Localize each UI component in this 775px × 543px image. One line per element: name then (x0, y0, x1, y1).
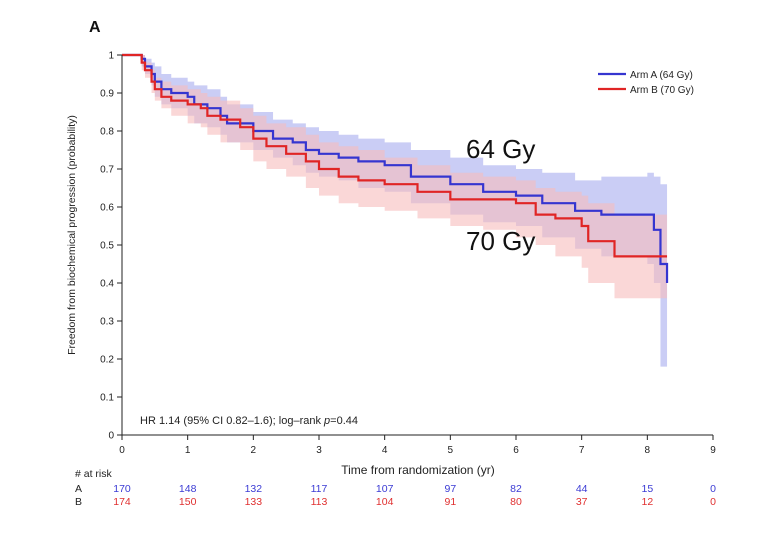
y-tick-label: 0 (108, 431, 114, 442)
legend-label-arm-b: Arm B (70 Gy) (630, 85, 694, 96)
stats-suffix: =0.44 (330, 415, 358, 427)
confidence-bands (122, 55, 668, 371)
y-tick-label: 0.9 (100, 89, 114, 100)
risk-value-a: 170 (113, 483, 131, 495)
y-tick-label: 1 (108, 51, 114, 62)
risk-value-a: 15 (641, 483, 653, 495)
x-tick-label: 8 (645, 445, 651, 456)
curve-arm-a (122, 53, 669, 283)
risk-value-a: 107 (376, 483, 394, 495)
y-axis-label: Freedom from biochemical progression (pr… (66, 115, 78, 355)
risk-value-a: 117 (311, 483, 328, 495)
risk-row-label-a: A (75, 483, 82, 495)
x-tick-label: 0 (119, 445, 125, 456)
risk-value-a: 148 (179, 483, 197, 495)
risk-value-b: 37 (576, 496, 588, 508)
risk-value-a: 97 (444, 483, 456, 495)
risk-value-a: 132 (245, 483, 263, 495)
x-tick-label: 7 (579, 445, 585, 456)
y-tick-label: 0.5 (100, 241, 114, 252)
stats-prefix: HR 1.14 (95% CI 0.82–1.6); log–rank (140, 415, 324, 427)
risk-value-a: 0 (710, 483, 716, 495)
risk-row-label-b: B (75, 496, 82, 508)
axes: 0 0.1 0.2 0.3 0.4 0.5 0.6 0.7 0.8 0.9 1 0 1 2 3 4 5 6 7 8 9 (100, 51, 716, 457)
risk-table-header: # at risk (75, 468, 113, 480)
risk-value-b: 104 (376, 496, 394, 508)
y-tick-label: 0.1 (100, 393, 114, 404)
y-tick-label: 0.3 (100, 317, 114, 328)
risk-value-a: 82 (510, 483, 522, 495)
x-tick-label: 5 (448, 445, 454, 456)
x-tick-label: 4 (382, 445, 388, 456)
x-axis-label: Time from randomization (yr) (341, 463, 495, 477)
risk-value-a: 44 (576, 483, 588, 495)
legend: Arm A (64 Gy) Arm B (70 Gy) (598, 70, 694, 96)
risk-value-b: 91 (444, 496, 456, 508)
risk-value-b: 113 (311, 496, 328, 508)
y-tick-label: 0.8 (100, 127, 114, 138)
y-tick-label: 0.2 (100, 355, 114, 366)
legend-label-arm-a: Arm A (64 Gy) (630, 70, 693, 81)
ci-band-arm-b (122, 55, 668, 299)
survival-curves (122, 53, 669, 283)
x-tick-label: 6 (513, 445, 519, 456)
annotation-arm-a-dose: 64 Gy (466, 134, 535, 164)
annotation-arm-b-dose: 70 Gy (466, 226, 535, 256)
y-tick-label: 0.7 (100, 165, 114, 176)
curve-arm-b (122, 53, 668, 258)
risk-value-b: 174 (113, 496, 131, 508)
y-tick-label: 0.6 (100, 203, 114, 214)
x-tick-label: 9 (710, 445, 716, 456)
x-tick-label: 1 (185, 445, 191, 456)
panel-label: A (89, 19, 101, 36)
risk-value-b: 80 (510, 496, 522, 508)
stats-p: p (323, 415, 330, 427)
x-tick-label: 3 (316, 445, 322, 456)
risk-value-b: 0 (710, 496, 716, 508)
risk-value-b: 133 (245, 496, 263, 508)
stats-annotation: HR 1.14 (95% CI 0.82–1.6); log–rank p=0.… (140, 415, 358, 427)
y-tick-label: 0.4 (100, 279, 114, 290)
x-tick-label: 2 (251, 445, 257, 456)
risk-value-b: 150 (179, 496, 197, 508)
risk-value-b: 12 (641, 496, 653, 508)
risk-table: # at risk A B 170 148 132 117 107 97 82 44 15 017… (75, 468, 716, 508)
